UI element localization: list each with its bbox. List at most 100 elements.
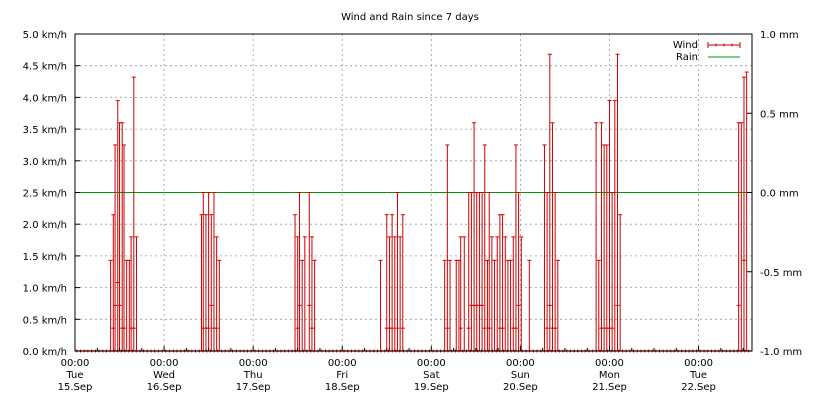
wind-errorbar (134, 236, 139, 351)
x-tick-time: 00:00 (684, 358, 713, 369)
x-tick-day: Wed (153, 370, 175, 381)
wind-errorbar (741, 76, 746, 351)
wind-errorbar (472, 122, 477, 351)
y-tick-label: 1.0 km/h (23, 284, 67, 295)
x-tick-date: 15.Sep (58, 382, 93, 393)
axis-layer: 0.0 km/h 0.5 km/h 1.0 km/h 1.5 km/h 2.0 km/h… (23, 30, 803, 393)
wind-errorbar (511, 236, 516, 351)
wind-errorbar (553, 192, 558, 351)
wind-errorbar (594, 122, 599, 351)
wind-errorbar (545, 192, 550, 351)
x-tick-date: 16.Sep (147, 382, 182, 393)
wind-errorbar (744, 71, 749, 351)
chart-title: Wind and Rain since 7 days (341, 12, 479, 23)
x-tick-time: 00:00 (150, 358, 179, 369)
wind-errorbar (604, 144, 609, 351)
wind-errorbar (550, 122, 555, 351)
wind-errorbar (302, 236, 307, 351)
wind-errorbar (400, 214, 405, 351)
x-tick-day: Tue (65, 370, 83, 381)
x-tick-time: 00:00 (239, 358, 268, 369)
x-tick-time: 00:00 (61, 358, 90, 369)
legend: Wind Rain (673, 40, 741, 63)
x-tick-date: 19.Sep (414, 382, 449, 393)
wind-errorbar (466, 192, 471, 351)
wind-errorbar (297, 192, 302, 351)
wind-errorbar (469, 192, 474, 351)
wind-errorbar (607, 100, 612, 351)
wind-errorbar (547, 53, 552, 351)
wind-errorbar (492, 259, 497, 351)
wind-errorbar (392, 236, 397, 351)
wind-errorbar (477, 192, 482, 351)
wind-errorbar (395, 192, 400, 351)
y2-tick-label: 0.5 mm (760, 109, 799, 120)
wind-errorbar (487, 192, 492, 351)
x-tick-date: 22.Sep (681, 382, 716, 393)
x-tick-time: 00:00 (506, 358, 535, 369)
wind-errorbar (124, 259, 129, 351)
x-tick-time: 00:00 (595, 358, 624, 369)
wind-errorbar (293, 214, 298, 351)
wind-errorbar (527, 259, 532, 351)
x-tick-day: Tue (689, 370, 707, 381)
wind-errorbar (312, 259, 317, 351)
legend-wind-swatch (707, 42, 741, 48)
legend-wind-label: Wind (673, 40, 698, 51)
wind-errorbar (113, 144, 118, 351)
wind-errorbar (309, 236, 314, 351)
y-tick-label: 1.5 km/h (23, 252, 67, 263)
wind-errorbar (739, 122, 744, 351)
x-tick-day: Thu (243, 370, 263, 381)
wind-errorbar (736, 122, 741, 351)
wind-errorbar (495, 236, 500, 351)
x-tick-day: Sat (423, 370, 439, 381)
wind-errorbar (500, 214, 505, 351)
y-tick-label: 2.0 km/h (23, 220, 67, 231)
wind-errorbar (390, 214, 395, 351)
wind-errorbar (513, 144, 518, 351)
wind-errorbar (378, 259, 383, 351)
wind-errorbar (206, 192, 211, 351)
x-tick-time: 00:00 (417, 358, 446, 369)
wind-errorbar (121, 144, 126, 351)
y-tick-label: 5.0 km/h (23, 30, 67, 41)
wind-errorbar (448, 259, 453, 351)
wind-errorbar (516, 192, 521, 351)
wind-errorbar (398, 236, 403, 351)
wind-errorbar (203, 214, 208, 351)
wind-errorbar (610, 192, 615, 351)
wind-errorbar (387, 236, 392, 351)
wind-errorbar (462, 236, 467, 351)
y-tick-label: 0.0 km/h (23, 347, 67, 358)
wind-errorbar (615, 53, 620, 351)
wind-errorbar (612, 100, 617, 351)
wind-errorbar (602, 144, 607, 351)
wind-errorbar (131, 76, 136, 351)
legend-rain-label: Rain (676, 52, 698, 63)
x-tick-day: Sun (511, 370, 530, 381)
wind-errorbar (503, 236, 508, 351)
wind-errorbar (542, 144, 547, 351)
x-tick-date: 17.Sep (236, 382, 271, 393)
wind-errorbar (519, 236, 524, 351)
wind-errorbar (445, 144, 450, 351)
wind-errorbar (307, 192, 312, 351)
wind-errorbar (505, 259, 510, 351)
wind-errorbar (458, 236, 463, 351)
x-tick-date: 18.Sep (325, 382, 360, 393)
data-layer (75, 53, 752, 353)
x-tick-time: 00:00 (328, 358, 357, 369)
wind-errorbar (555, 259, 560, 351)
y-tick-label: 3.0 km/h (23, 157, 67, 168)
wind-errorbar (596, 259, 601, 351)
x-tick-day: Fri (336, 370, 348, 381)
wind-errorbar (214, 236, 219, 351)
wind-errorbar (211, 192, 216, 351)
wind-errorbar (489, 236, 494, 351)
y-tick-label: 4.0 km/h (23, 93, 67, 104)
wind-errorbar (497, 214, 502, 351)
wind-errorbar (442, 259, 447, 351)
wind-errorbar (217, 259, 222, 351)
